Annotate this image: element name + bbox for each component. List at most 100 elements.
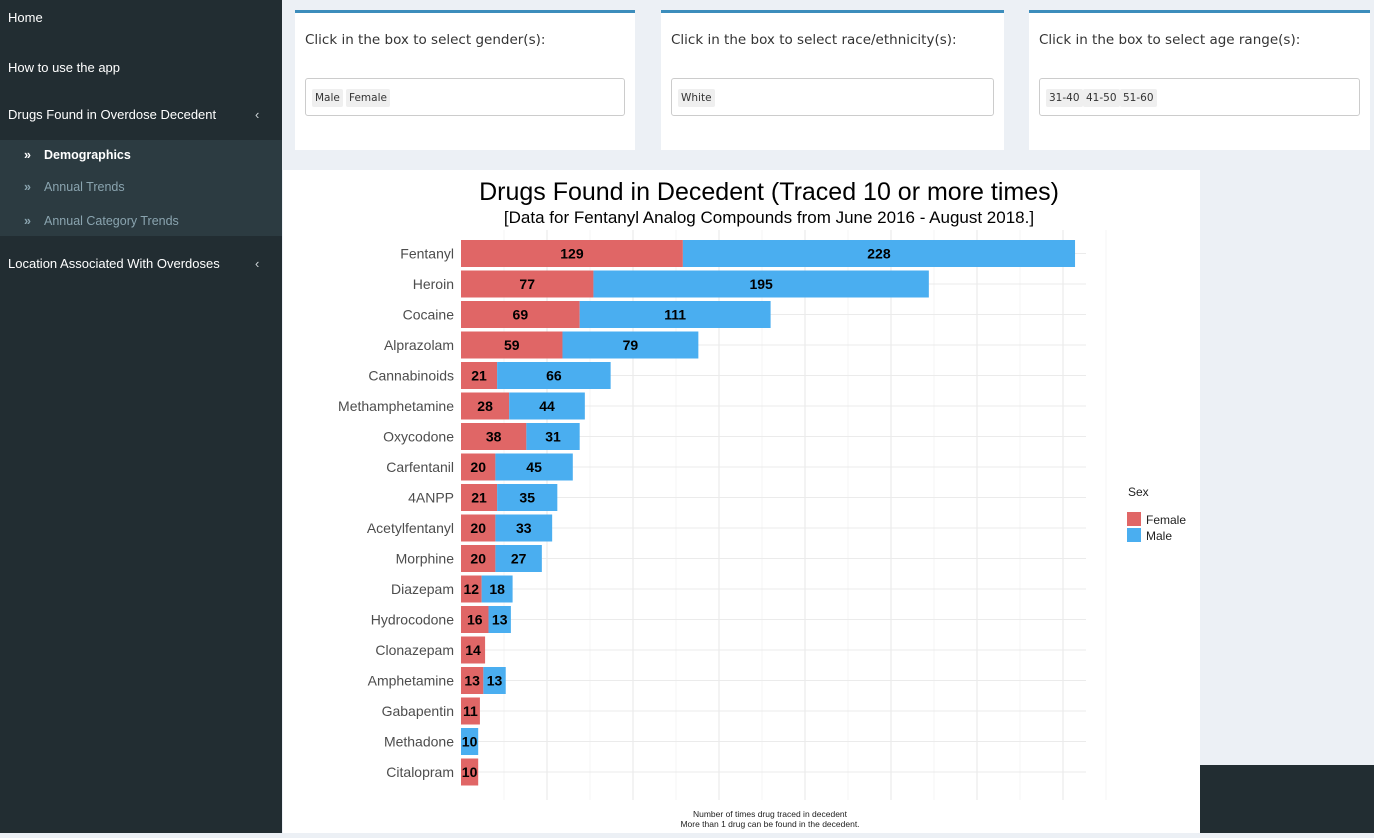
race-select-input[interactable]: White (671, 78, 994, 116)
sidebar-item-label: How to use the app (8, 60, 121, 75)
race-filter-title: Click in the box to select race/ethnicit… (671, 32, 957, 48)
chart-legend: Sex Female Male (1127, 485, 1186, 543)
data-label: 21 (471, 368, 487, 384)
data-label: 14 (465, 642, 481, 658)
category-label: Amphetamine (368, 673, 455, 689)
data-label: 21 (471, 490, 487, 506)
data-label: 18 (489, 581, 505, 597)
age-chip[interactable]: 41-50 (1083, 89, 1120, 107)
bar-male (593, 270, 929, 298)
data-label: 38 (486, 429, 502, 445)
data-label: 16 (467, 612, 483, 628)
gender-filter-box: Click in the box to select gender(s): Ma… (295, 10, 635, 150)
data-label: 35 (519, 490, 535, 506)
data-label: 27 (511, 551, 527, 567)
data-label: 44 (539, 398, 555, 414)
legend-label-male: Male (1146, 529, 1172, 543)
bar-female (461, 240, 683, 267)
sidebar: Home How to use the app Drugs Found in O… (0, 0, 282, 833)
bar-male (461, 728, 479, 755)
double-chevron-right-icon: » (24, 214, 31, 228)
data-label: 13 (487, 673, 503, 689)
bar-male (562, 331, 699, 359)
bar-female (461, 423, 527, 450)
bar-female (461, 514, 496, 542)
data-label: 13 (464, 673, 480, 689)
data-label: 66 (546, 368, 562, 384)
race-chip[interactable]: White (678, 89, 715, 107)
gender-chip[interactable]: Female (346, 89, 390, 107)
bar-male (497, 362, 611, 389)
bar-female (461, 667, 484, 694)
bar-female (461, 758, 479, 786)
bar-male (579, 301, 771, 328)
bar-female (461, 575, 482, 603)
bar-female (461, 453, 496, 481)
data-label: 111 (664, 307, 686, 323)
chart-bars: 129 228 77 195 69 111 59 79 21 66 28 44 38 31 20 45 21 35… (461, 240, 1076, 786)
sidebar-item-label: Annual Category Trends (44, 214, 179, 228)
gender-chip[interactable]: Male (312, 89, 343, 107)
category-label: Clonazepam (375, 642, 454, 658)
bar-male (488, 606, 511, 633)
data-label: 69 (513, 307, 529, 323)
age-chip[interactable]: 51-60 (1120, 89, 1157, 107)
data-label: 28 (477, 398, 493, 414)
data-label: 59 (504, 337, 520, 353)
data-label: 77 (519, 276, 535, 292)
category-label: Gabapentin (382, 703, 454, 719)
bar-male (495, 514, 553, 542)
double-chevron-right-icon: » (24, 148, 31, 162)
chart-panel: Drugs Found in Decedent (Traced 10 or mo… (283, 170, 1200, 833)
data-label: 45 (526, 459, 542, 475)
x-axis-label: Number of times drug traced in decedent (693, 809, 848, 819)
category-label: Fentanyl (400, 246, 454, 262)
age-select-input[interactable]: 31-40 41-50 51-60 (1039, 78, 1360, 116)
category-label: Methadone (384, 734, 454, 750)
data-label: 13 (492, 612, 508, 628)
bar-female (461, 331, 563, 359)
bar-female (461, 392, 510, 420)
race-filter-box: Click in the box to select race/ethnicit… (661, 10, 1004, 150)
bar-male (526, 423, 580, 450)
category-label: Citalopram (386, 764, 454, 780)
legend-label-female: Female (1146, 513, 1186, 527)
footer-dark-panel (1200, 765, 1374, 833)
bar-female (461, 301, 580, 328)
category-label: Alprazolam (384, 337, 454, 353)
data-label: 129 (560, 246, 584, 262)
bar-female (461, 697, 480, 725)
data-label: 10 (462, 764, 478, 780)
bar-female (461, 606, 489, 633)
gender-filter-title: Click in the box to select gender(s): (305, 32, 546, 48)
data-label: 228 (867, 246, 891, 262)
data-label: 79 (623, 337, 639, 353)
bar-male (509, 392, 585, 420)
age-filter-title: Click in the box to select age range(s): (1039, 32, 1301, 48)
category-label: Diazepam (391, 581, 454, 597)
bar-male (682, 240, 1076, 267)
gender-select-input[interactable]: Male Female (305, 78, 625, 116)
data-label: 31 (545, 429, 561, 445)
data-label: 11 (463, 703, 478, 719)
data-label: 10 (462, 734, 478, 750)
category-label: Morphine (396, 551, 455, 567)
category-label: Cannabinoids (368, 368, 454, 384)
legend-title: Sex (1128, 485, 1149, 499)
data-label: 20 (470, 520, 486, 536)
bar-female (461, 484, 498, 511)
legend-swatch-female (1127, 512, 1141, 526)
bar-male (497, 484, 558, 511)
data-label: 195 (749, 276, 773, 292)
chevron-left-icon: ‹ (255, 256, 260, 271)
data-label: 20 (470, 459, 486, 475)
category-label: Hydrocodone (371, 612, 454, 628)
category-label: Acetylfentanyl (367, 520, 454, 536)
chart-subtitle: [Data for Fentanyl Analog Compounds from… (504, 208, 1034, 227)
bar-female (461, 545, 496, 572)
age-chip[interactable]: 31-40 (1046, 89, 1083, 107)
legend-swatch-male (1127, 528, 1141, 542)
chart-title: Drugs Found in Decedent (Traced 10 or mo… (479, 178, 1059, 206)
bar-female (461, 362, 498, 389)
data-label: 33 (516, 520, 532, 536)
